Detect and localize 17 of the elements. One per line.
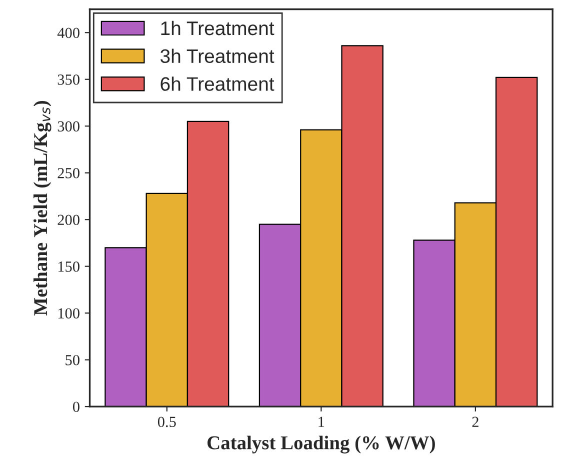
y-tick-label: 300 <box>58 121 80 132</box>
y-axis-title: Methane Yield (mL/Kg$_{vs}$) <box>33 100 52 316</box>
y-tick-label: 250 <box>58 168 80 178</box>
y-tick-label: 0 <box>72 402 80 412</box>
x-axis-title: Catalyst Loading (% W/W) <box>208 436 435 454</box>
x-tick-label: 1 <box>318 416 324 427</box>
x-tick-label: 2 <box>472 416 478 427</box>
legend-label: 6h Treatment <box>160 76 274 91</box>
y-tick-label: 350 <box>58 74 80 85</box>
y-tick-label: 100 <box>58 308 80 319</box>
legend-label: 1h Treatment <box>161 20 274 36</box>
legend-label: 3h Treatment <box>160 48 274 64</box>
y-tick-label: 150 <box>58 261 80 272</box>
x-tick-label: 0.5 <box>158 416 176 428</box>
y-tick-label: 200 <box>58 214 80 226</box>
y-tick-label: 50 <box>66 354 80 366</box>
y-tick-label: 400 <box>57 28 80 38</box>
